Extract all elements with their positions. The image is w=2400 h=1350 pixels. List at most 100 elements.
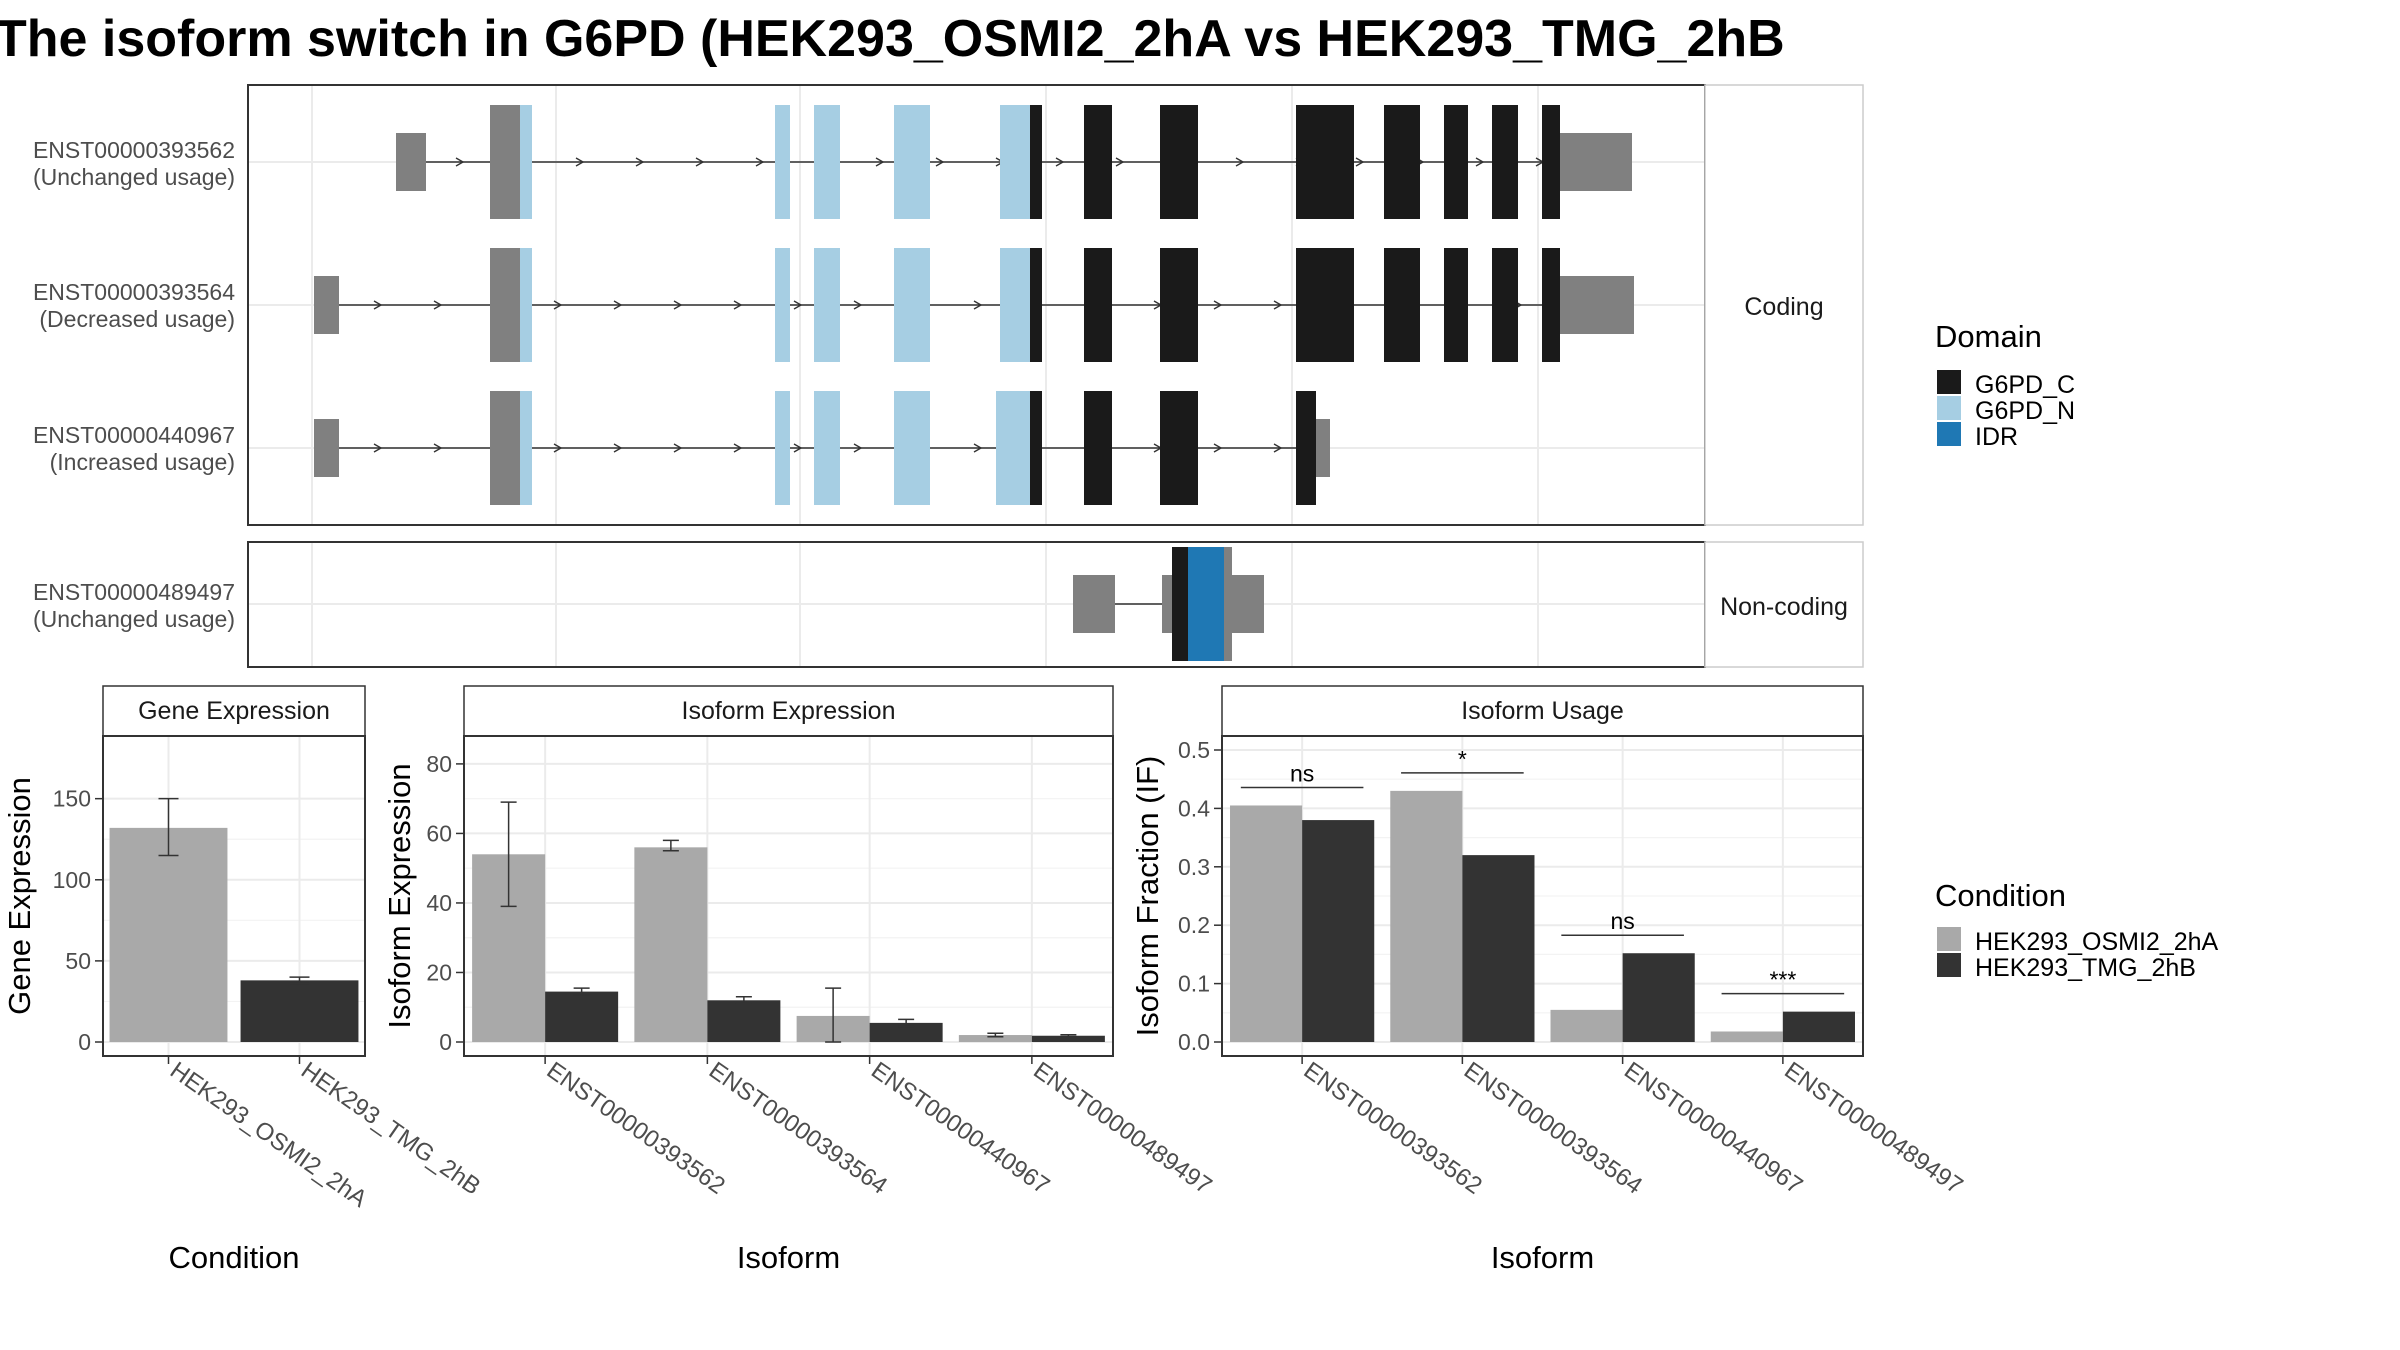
isoform-usage-chart: Isoform Usage 0.0 0.1 0.2 0.3 0.4 0.5 ns ENST000… [1130,685,1968,1275]
utr-exon [396,133,426,191]
domain-exon [1160,391,1198,505]
bar [958,1035,1032,1042]
chart-border [102,735,366,1057]
domain-exon [814,248,840,362]
significance-label: *** [1769,967,1796,993]
domain-exon [1084,248,1112,362]
strand-arrow [733,300,743,310]
strip-label-noncoding: Non-coding [1720,593,1848,621]
bar [1782,1011,1855,1042]
chart-strip [1221,685,1864,737]
significance-label: ns [1610,908,1634,934]
domain-exon [1188,547,1224,661]
y-tick-label: 0 [78,1029,91,1055]
utr-exon [1316,419,1330,477]
legend-swatch-g6pd-n [1937,396,1961,420]
y-tick-label: 40 [426,890,452,916]
chart-title: Gene Expression [138,697,330,725]
strand-arrow [973,300,983,310]
utr-exon [1162,575,1172,633]
bar [1710,1031,1783,1042]
x-tick-label: ENST00000489497 [1028,1057,1216,1200]
bar [1390,790,1463,1042]
strand-arrow [793,443,803,453]
utr-exon [314,419,339,477]
bar [240,980,359,1042]
strand-arrow [853,300,863,310]
significance-label: * [1458,746,1467,772]
utr-exon [1560,276,1634,334]
strand-arrow [1235,157,1245,167]
bar [707,1000,781,1042]
domain-exon [1492,105,1518,219]
domain-exon [814,391,840,505]
coding-strip [1704,84,1864,526]
bar [1302,820,1375,1042]
strand-arrow [433,300,443,310]
strand-arrow [1213,443,1223,453]
coding-transcript-panel [247,84,1706,526]
y-tick-label: 0.2 [1178,912,1210,938]
legend-swatch-cond-b [1937,953,1961,977]
y-axis-label: Gene Expression [2,777,37,1015]
bar [545,991,619,1042]
strand-arrow [875,157,885,167]
strand-arrow [575,157,585,167]
domain-exon [1000,248,1030,362]
domain-exon [775,105,790,219]
domain-exon [1492,248,1518,362]
transcript-row [314,391,1330,505]
legend-label: HEK293_OSMI2_2hA [1975,928,2219,956]
strand-arrow [373,443,383,453]
legend-swatch-g6pd-c [1937,370,1961,394]
transcript-id: ENST00000489497 [33,579,235,605]
utr-exon [1560,133,1632,191]
domain-exon [1000,105,1030,219]
legend-label: G6PD_C [1975,371,2075,399]
transcript-row [1073,547,1264,661]
y-tick-label: 0 [439,1029,452,1055]
strip-label-coding: Coding [1744,293,1823,321]
noncoding-transcript-panel [247,541,1706,668]
chart-strip [463,685,1114,737]
domain-exon [1542,105,1560,219]
domain-exon [894,391,930,505]
domain-legend: Domain G6PD_C G6PD_N IDR [1935,319,2075,451]
noncoding-strip [1704,541,1864,668]
strand-arrow [733,443,743,453]
strand-arrow [613,300,623,310]
y-tick-label: 0.0 [1178,1029,1210,1055]
x-tick-label: ENST00000393562 [542,1057,730,1200]
y-tick-label: 0.4 [1178,795,1210,821]
condition-legend: Condition HEK293_OSMI2_2hA HEK293_TMG_2h… [1935,878,2219,982]
utr-exon [490,248,520,362]
domain-exon [814,105,840,219]
chart-title: Isoform Usage [1461,697,1624,725]
domain-exon [520,391,532,505]
domain-exon [1444,248,1468,362]
utr-exon [1232,575,1264,633]
legend-label: IDR [1975,423,2018,451]
domain-exon [1444,105,1468,219]
transcript-row [396,105,1632,219]
domain-exon [1084,105,1112,219]
strand-arrow [1475,157,1485,167]
strand-arrow [1355,157,1365,167]
strand-arrow [1213,300,1223,310]
transcript-row [314,248,1634,362]
domain-exon [1030,248,1042,362]
x-tick-label: ENST00000440967 [866,1057,1054,1200]
y-tick-label: 60 [426,820,452,846]
domain-exon [894,105,930,219]
strand-arrow [613,443,623,453]
domain-exon [1160,248,1198,362]
x-axis-label: Isoform [1491,1240,1594,1275]
domain-exon [1160,105,1198,219]
strand-arrow [1115,157,1125,167]
domain-exon [1030,391,1042,505]
transcript-usage: (Decreased usage) [39,306,235,332]
domain-exon [1030,105,1042,219]
strand-arrow [695,157,705,167]
y-tick-label: 0.5 [1178,737,1210,763]
